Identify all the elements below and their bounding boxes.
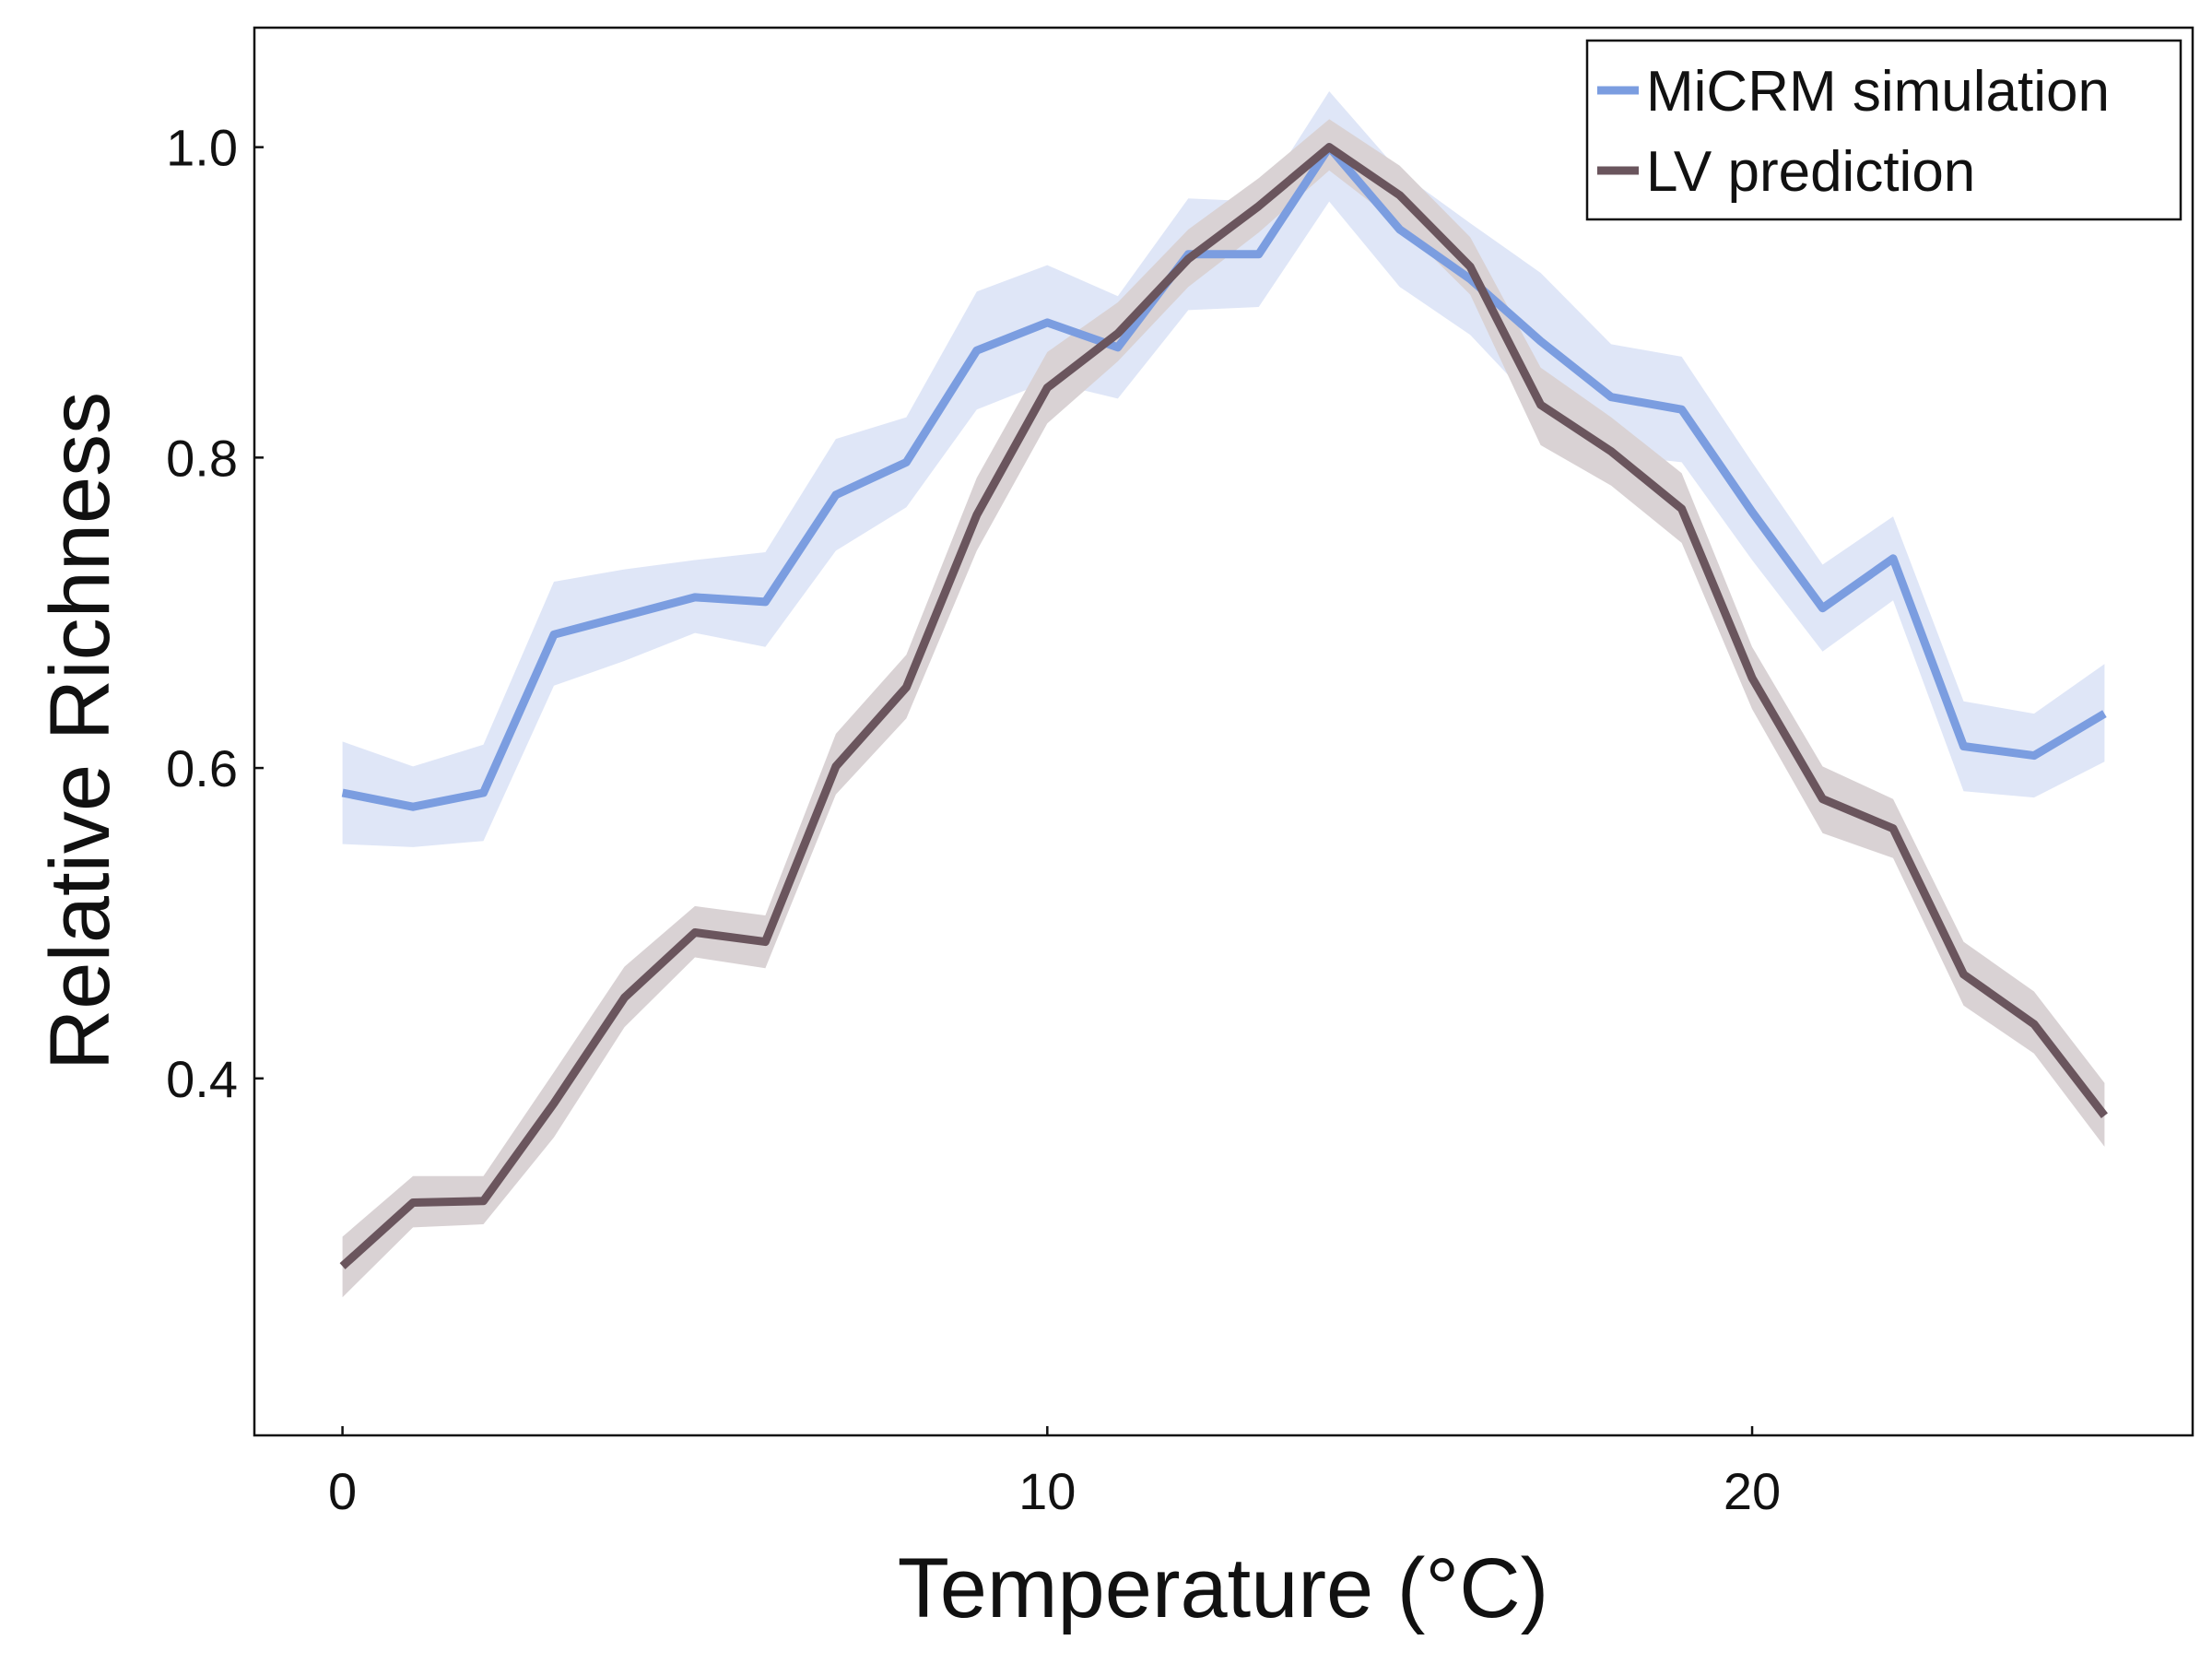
data-point-micrm <box>691 593 700 601</box>
legend-box <box>1585 39 2183 221</box>
data-point-lv <box>1184 254 1193 263</box>
series-line-lv <box>339 143 2108 1269</box>
data-point-micrm <box>1536 337 1545 346</box>
legend-label-lv: LV prediction <box>1646 140 1975 204</box>
y-axis-label: Relative Richness <box>33 392 127 1070</box>
data-point-micrm <box>1395 225 1404 233</box>
data-point-micrm <box>1043 318 1052 326</box>
data-point-lv <box>1889 824 1898 832</box>
data-point-micrm <box>1818 604 1827 612</box>
data-point-lv <box>761 938 770 946</box>
data-point-micrm <box>1254 250 1263 258</box>
x-tick-label: 10 <box>1018 1462 1076 1520</box>
data-point-micrm <box>761 597 770 606</box>
data-point-lv <box>1536 401 1545 409</box>
x-tick-label: 20 <box>1724 1462 1781 1520</box>
data-point-lv <box>550 1099 559 1107</box>
data-point-lv <box>1959 971 1968 979</box>
data-point-lv <box>831 762 840 771</box>
data-point-lv <box>2030 1020 2038 1028</box>
data-point-micrm <box>902 458 911 466</box>
data-point-micrm <box>1677 406 1686 414</box>
data-point-lv <box>620 994 629 1002</box>
data-point-micrm <box>479 789 488 797</box>
plot-frame <box>253 26 2194 1437</box>
x-tick-label: 0 <box>328 1462 357 1520</box>
data-point-lv <box>1113 329 1122 337</box>
data-point-lv <box>1325 143 1334 151</box>
y-tick-label: 0.6 <box>166 739 238 797</box>
data-point-lv <box>1254 202 1263 210</box>
data-point-lv <box>902 683 911 691</box>
confidence-band-lv <box>342 119 2105 1298</box>
data-point-micrm <box>1113 343 1122 351</box>
y-axis-ticks: 0.4 0.6 0.8 1.0 <box>166 119 264 1108</box>
data-point-micrm <box>1748 508 1757 516</box>
data-point-lv <box>1607 447 1616 455</box>
data-point-micrm <box>338 789 347 797</box>
data-point-micrm <box>550 631 559 639</box>
data-point-micrm <box>2030 751 2038 760</box>
data-point-micrm <box>831 490 840 499</box>
data-point-lv <box>691 928 700 937</box>
y-tick-label: 0.4 <box>166 1050 238 1108</box>
data-point-lv <box>1395 191 1404 199</box>
data-point-lv <box>1466 263 1475 271</box>
data-point-lv <box>1043 384 1052 392</box>
data-point-lv <box>1818 795 1827 803</box>
series-lines <box>338 143 2109 1270</box>
legend-label-micrm: MiCRM simulation <box>1646 60 2110 124</box>
data-point-lv <box>1677 504 1686 513</box>
data-point-micrm <box>620 612 629 620</box>
series-line-micrm <box>341 143 2107 811</box>
x-axis-label: Temperature (°C) <box>898 1541 1549 1635</box>
data-point-micrm <box>1959 742 1968 750</box>
y-tick-label: 0.8 <box>166 429 238 487</box>
y-tick-label: 1.0 <box>166 119 238 177</box>
confidence-bands <box>342 91 2105 1298</box>
data-point-micrm <box>2100 710 2109 718</box>
data-point-micrm <box>1889 554 1898 562</box>
data-point-lv <box>409 1198 418 1207</box>
data-point-lv <box>2100 1112 2109 1120</box>
legend: MiCRM simulation LV prediction <box>1585 39 2183 221</box>
data-point-micrm <box>972 347 981 355</box>
data-point-micrm <box>409 803 418 811</box>
data-point-lv <box>479 1197 488 1205</box>
data-point-lv <box>1748 674 1757 682</box>
data-point-lv <box>972 511 981 519</box>
data-point-lv <box>338 1262 347 1270</box>
x-axis-ticks: 0 10 20 <box>328 1426 1781 1520</box>
data-point-micrm <box>1607 393 1616 401</box>
